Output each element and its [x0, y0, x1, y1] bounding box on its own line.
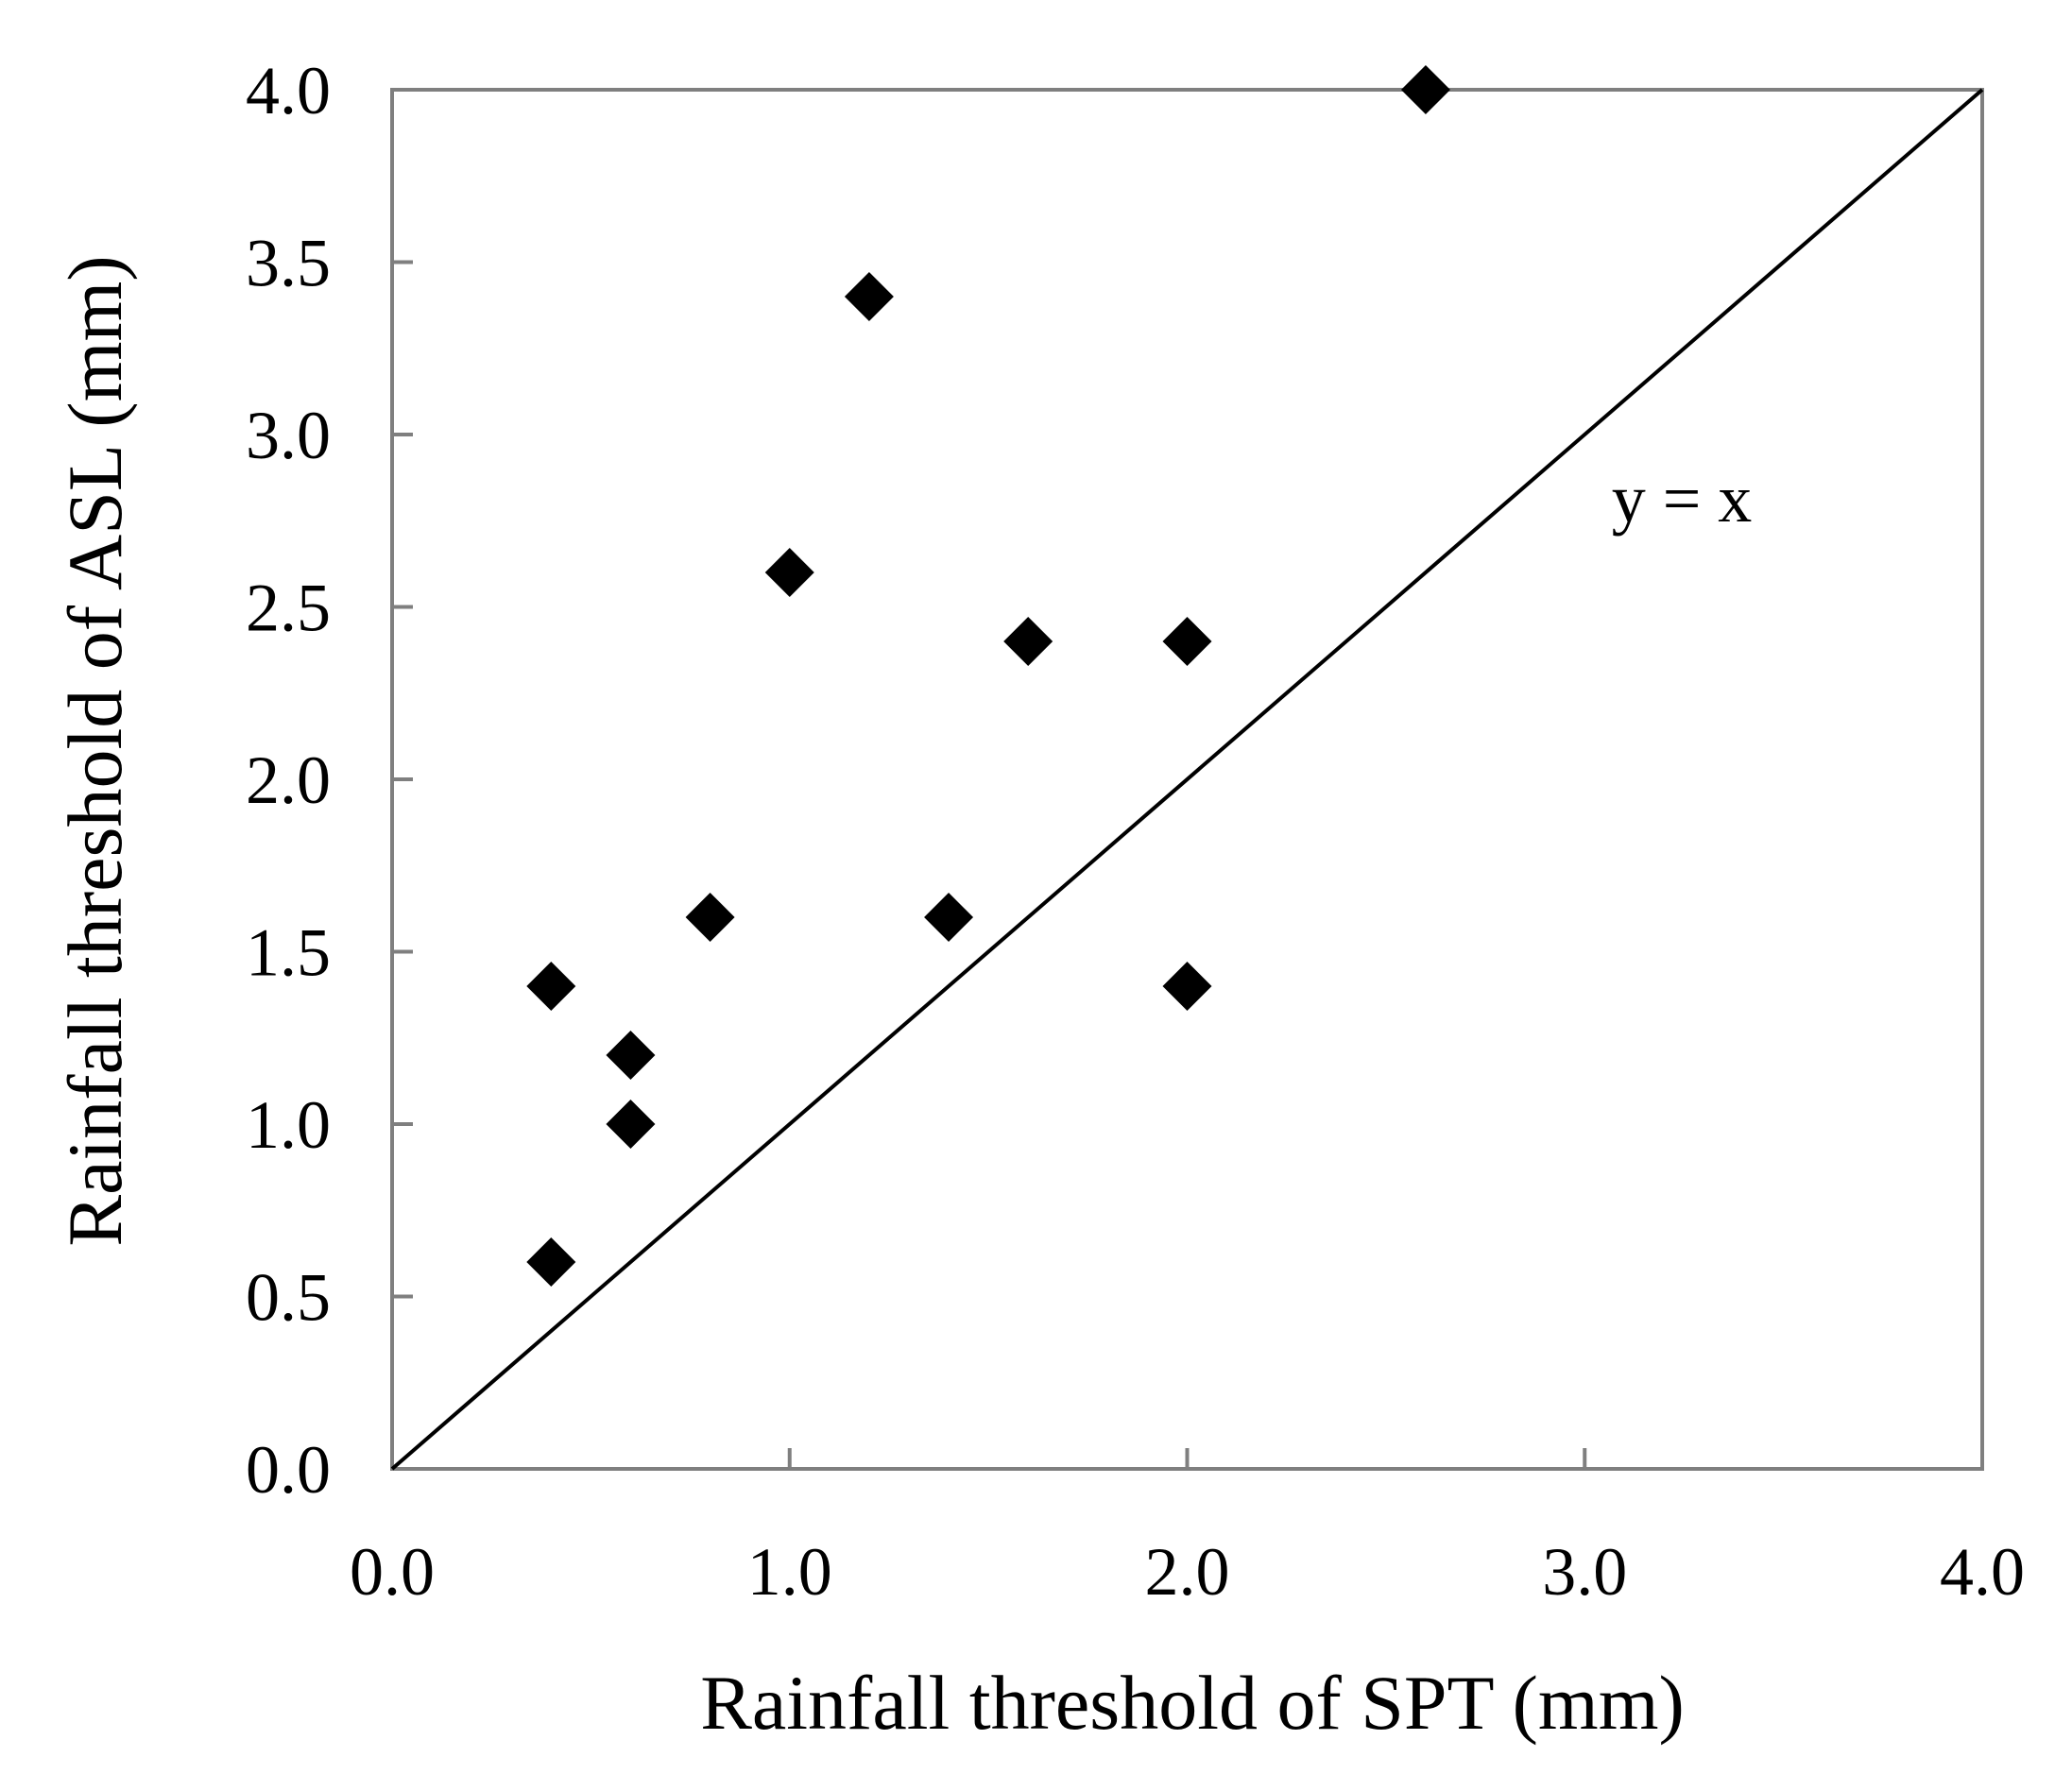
y-tick-label: 2.0: [246, 742, 331, 818]
data-point: [526, 962, 576, 1011]
y-tick-label: 1.5: [246, 915, 331, 991]
x-tick-label: 2.0: [1145, 1534, 1230, 1610]
y-axis-ticks: [392, 88, 413, 1471]
data-point: [1162, 617, 1212, 666]
y-tick-label: 1.0: [246, 1087, 331, 1163]
y-tick-label: 0.0: [246, 1432, 331, 1508]
y-tick-label: 2.5: [246, 571, 331, 646]
x-axis-ticks: [390, 1448, 1984, 1469]
x-tick-label: 4.0: [1940, 1534, 2025, 1610]
plot-area: [390, 65, 1984, 1471]
y-axis-tick-labels: 0.0 0.5 1.0 1.5 2.0 2.5 3.0 3.5 4.0: [246, 53, 331, 1508]
y-tick-label: 0.5: [246, 1260, 331, 1336]
x-tick-label: 3.0: [1542, 1534, 1627, 1610]
data-point: [924, 893, 974, 942]
data-point: [844, 272, 894, 321]
reference-line-y-equals-x: [390, 88, 1984, 1471]
data-point: [685, 893, 735, 942]
data-point: [1162, 962, 1212, 1011]
y-axis-label: Rainfall threshold of ASL (mm): [52, 255, 138, 1246]
x-tick-label: 1.0: [747, 1534, 832, 1610]
x-axis-label: Rainfall threshold of SPT (mm): [700, 1660, 1685, 1746]
data-point: [526, 1237, 576, 1287]
data-point: [764, 548, 814, 597]
data-points: [526, 65, 1450, 1287]
data-point: [606, 1031, 656, 1080]
reference-line-label: y = x: [1612, 461, 1753, 537]
y-tick-label: 4.0: [246, 53, 331, 128]
x-axis-tick-labels: 0.0 1.0 2.0 3.0 4.0: [350, 1534, 2025, 1610]
data-point: [1003, 617, 1053, 666]
y-tick-label: 3.5: [246, 226, 331, 301]
x-tick-label: 0.0: [350, 1534, 435, 1610]
data-point: [1400, 65, 1450, 114]
y-tick-label: 3.0: [246, 398, 331, 473]
data-point: [606, 1100, 656, 1149]
